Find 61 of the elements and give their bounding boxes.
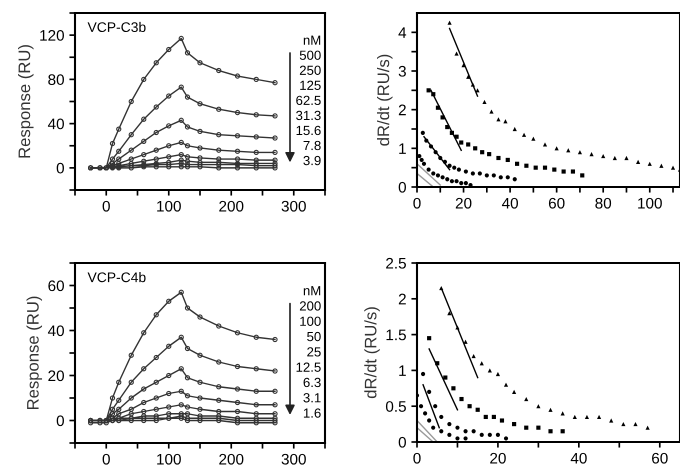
x-tick-label: 300: [282, 200, 306, 212]
annotation: 3.9: [303, 156, 321, 166]
y-tick-label: 4: [398, 27, 406, 38]
annotation: 250: [300, 66, 321, 75]
annotation: 31.3: [296, 110, 321, 120]
x-tick-label: 100: [157, 454, 181, 465]
annotation: nM: [304, 286, 320, 296]
y-axis-title: Response (RU): [26, 296, 42, 410]
y-tick-label: 0: [56, 162, 64, 174]
y-tick-label: 2.5: [386, 258, 406, 269]
y-tick-label: 40: [48, 325, 64, 336]
annotation: 25: [307, 347, 321, 357]
y-tick-label: 0: [398, 182, 406, 193]
annotation: 125: [300, 80, 321, 90]
y-tick-label: 1: [399, 143, 406, 154]
y-tick-label: 1.5: [386, 330, 406, 340]
x-tick-label: 0: [413, 452, 421, 464]
annotation: 12.5: [296, 362, 321, 372]
y-tick-label: 0.5: [386, 401, 406, 412]
x-tick-label: 300: [282, 454, 306, 465]
annotation: nM: [304, 36, 320, 45]
x-tick-label: 20: [456, 198, 472, 209]
x-tick-label: 80: [595, 198, 612, 209]
y-tick-label: 2: [398, 294, 406, 304]
y-tick-label: 2: [398, 104, 406, 116]
x-tick-label: 40: [570, 452, 587, 464]
y-tick-label: 1: [399, 365, 406, 376]
y-tick-label: 20: [48, 370, 64, 382]
x-tick-label: 100: [157, 200, 181, 212]
y-tick-label: 120: [40, 30, 64, 41]
y-tick-label: 60: [48, 280, 64, 292]
y-axis-title: dR/dt (RU/s): [376, 54, 393, 146]
x-tick-label: 100: [638, 198, 662, 209]
y-axis-title: dR/dt (RU/s): [364, 307, 380, 398]
annotation: 3.1: [303, 393, 321, 402]
y-tick-label: 3: [398, 66, 406, 77]
x-tick-label: 20: [490, 452, 506, 464]
x-tick-label: 200: [219, 454, 244, 465]
x-tick-label: 40: [502, 198, 518, 209]
annotation: VCP-C4b: [88, 272, 146, 282]
x-tick-label: 0: [413, 198, 421, 209]
annotation: 7.8: [304, 140, 321, 150]
x-tick-label: 200: [219, 200, 244, 212]
x-tick-label: 60: [548, 198, 565, 209]
annotation: 1.6: [304, 408, 321, 418]
annotation: 62.5: [296, 96, 321, 106]
y-tick-label: 40: [48, 118, 64, 130]
y-axis-title: Response (RU): [18, 45, 34, 158]
annotation: VCP-C3b: [88, 22, 146, 32]
y-tick-label: 0: [56, 415, 64, 426]
annotation: 500: [300, 50, 321, 60]
y-tick-label: 0: [398, 436, 406, 448]
annotation: 15.6: [296, 126, 321, 136]
annotation: 200: [300, 301, 321, 311]
annotation: 6.3: [304, 378, 321, 388]
x-tick-label: 0: [102, 200, 110, 212]
annotation: 100: [300, 316, 321, 326]
x-tick-label: 60: [652, 452, 668, 464]
y-tick-label: 80: [48, 74, 64, 86]
annotation: 50: [307, 332, 321, 342]
x-tick-label: 0: [102, 454, 110, 465]
